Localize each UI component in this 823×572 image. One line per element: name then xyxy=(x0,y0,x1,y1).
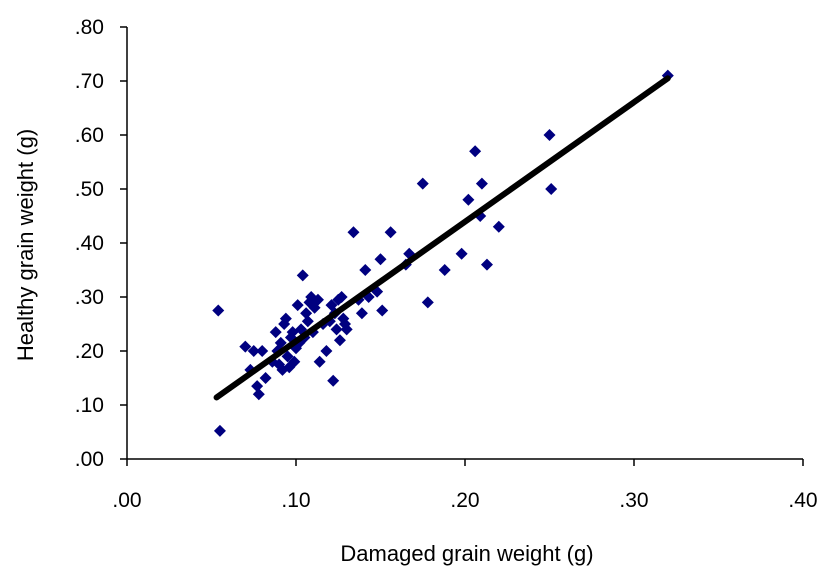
x-tick-label: .40 xyxy=(788,489,817,512)
data-point xyxy=(416,177,429,190)
x-tick-label: .30 xyxy=(619,489,648,512)
data-point xyxy=(213,424,226,437)
y-tick-label: .00 xyxy=(75,448,104,471)
data-point xyxy=(347,226,360,239)
data-point xyxy=(333,334,346,347)
data-point xyxy=(480,258,493,271)
y-tick-label: .80 xyxy=(75,16,104,39)
data-point xyxy=(359,264,372,276)
data-point xyxy=(462,193,475,206)
data-point xyxy=(421,296,434,309)
data-point xyxy=(239,340,252,353)
data-point xyxy=(291,299,304,312)
data-point xyxy=(355,307,368,320)
data-point xyxy=(301,315,314,328)
y-tick-label: .50 xyxy=(75,178,104,201)
data-point xyxy=(543,129,556,141)
x-axis-title: Damaged grain weight (g) xyxy=(340,541,593,566)
y-tick-label: .70 xyxy=(75,70,104,93)
data-point xyxy=(251,380,264,393)
data-point xyxy=(252,388,265,401)
data-point xyxy=(311,293,324,306)
ticks: .00 .10 .20 .30 .40 .50 .60 .70 .80 .00 .10 .20 .30.… xyxy=(75,16,818,512)
x-tick-label: .10 xyxy=(281,489,310,512)
data-point xyxy=(469,145,482,158)
data-point xyxy=(279,312,292,325)
data-point xyxy=(384,226,397,239)
data-point xyxy=(320,345,333,357)
data-point xyxy=(288,355,301,368)
data-point xyxy=(327,374,340,387)
x-tick-label: .20 xyxy=(450,489,479,512)
data-point xyxy=(281,350,294,363)
y-tick-label: .20 xyxy=(75,340,104,363)
trend-line xyxy=(213,75,671,401)
data-point xyxy=(475,177,488,190)
data-point xyxy=(247,345,260,357)
y-tick-label: .30 xyxy=(75,286,104,309)
data-point xyxy=(545,183,558,195)
data-point xyxy=(300,307,313,320)
data-point xyxy=(256,345,269,357)
data-point xyxy=(296,269,309,282)
data-point xyxy=(313,355,326,368)
data-point xyxy=(340,323,353,336)
y-axis-title: Healthy grain weight (g) xyxy=(13,129,38,361)
data-point xyxy=(438,264,451,276)
data-points xyxy=(212,69,674,437)
x-tick-label: .00 xyxy=(112,489,141,512)
data-point xyxy=(269,326,282,339)
data-point xyxy=(259,372,272,384)
data-point xyxy=(376,304,389,317)
y-tick-label: .10 xyxy=(75,394,104,417)
data-point xyxy=(455,247,468,260)
y-tick-label: .60 xyxy=(75,124,104,147)
data-point xyxy=(374,253,387,266)
data-point xyxy=(492,220,505,233)
data-point xyxy=(335,291,348,303)
data-point xyxy=(330,323,343,336)
axes xyxy=(126,27,803,460)
data-point xyxy=(274,336,287,349)
y-tick-label: .40 xyxy=(75,232,104,255)
data-point xyxy=(212,304,225,317)
